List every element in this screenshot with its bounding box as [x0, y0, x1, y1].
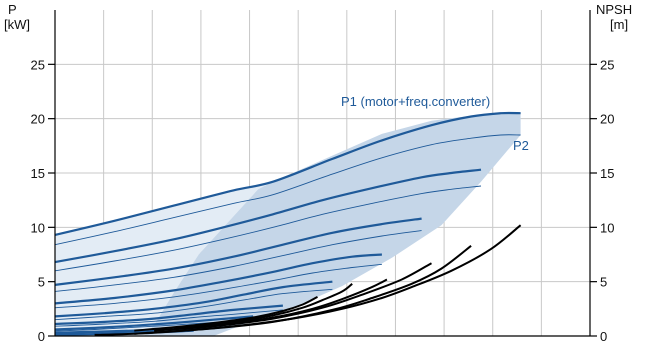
p2-curve-1: [54, 134, 521, 246]
left-tick-label: 10: [31, 220, 45, 235]
p2-curve-2: [54, 185, 482, 272]
p1-curve-2: [54, 168, 482, 264]
p2-series-label: P2: [513, 138, 529, 153]
axis-ticks: 0 5 10 15 20 25 0 5 10 15 20 25: [31, 57, 615, 343]
right-tick-label: 10: [600, 220, 614, 235]
p1-curve-3: [54, 217, 422, 286]
left-tick-label: 5: [38, 275, 45, 290]
p1-curve-5: [54, 280, 333, 318]
p2-curve-3: [54, 230, 422, 292]
npsh-curve-5: [183, 283, 353, 329]
left-tick-label: 25: [31, 57, 45, 72]
right-tick-label: 15: [600, 166, 614, 181]
right-tick-label: 20: [600, 112, 614, 127]
left-tick-label: 20: [31, 112, 45, 127]
npsh-curve-6: [134, 296, 318, 332]
p1-curve-6: [54, 304, 283, 326]
left-axis-title-line1: P: [8, 2, 17, 17]
right-tick-label: 5: [600, 275, 607, 290]
p1-curve-7: [54, 315, 254, 331]
p2-curve-4: [54, 263, 382, 309]
left-tick-label: 0: [38, 329, 45, 343]
left-axis-title-line2: [kW]: [4, 17, 30, 32]
p1-series-label: P1 (motor+freq.converter): [341, 94, 490, 109]
curves: [54, 111, 522, 336]
p2-curve-5: [54, 288, 333, 321]
p1-curve-4: [54, 253, 382, 305]
npsh-curve-2: [134, 245, 472, 335]
left-tick-label: 15: [31, 166, 45, 181]
npsh-curve-3: [154, 262, 432, 332]
dark-band-area: [144, 112, 521, 336]
p2-curve-6: [54, 309, 283, 327]
right-tick-label: 25: [600, 57, 614, 72]
right-tick-label: 0: [600, 329, 607, 343]
p1-curve-1: [54, 111, 521, 236]
right-axis-title-line2: [m]: [610, 17, 628, 32]
right-axis-title-line1: NPSH: [596, 2, 632, 17]
